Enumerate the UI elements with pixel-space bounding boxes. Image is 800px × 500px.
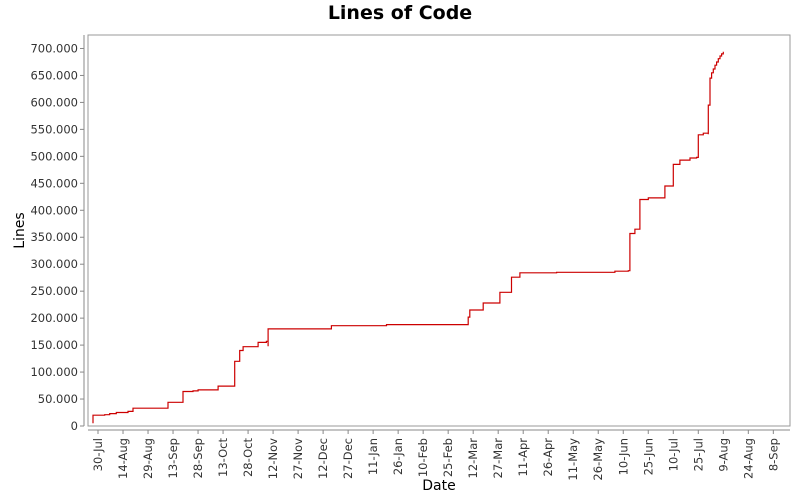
y-tick-label: 300.000 [30, 257, 78, 271]
x-tick-label: 11-Apr [516, 438, 530, 477]
x-axis: 30-Jul 14-Aug 29-Aug 13-Sep 28-Sep 13-Oct 28-O… [88, 429, 790, 481]
x-tick-label: 29-Aug [141, 438, 155, 479]
x-tick-label: 25-Feb [441, 438, 455, 477]
y-tick-label: 100.000 [30, 365, 78, 379]
y-axis: 0 50.000 100.000 150.000 200.000 250.000 300.0… [30, 35, 85, 433]
y-tick-label: 700.000 [30, 41, 78, 55]
x-tick-label: 13-Oct [216, 438, 230, 477]
x-tick-label: 14-Aug [116, 438, 130, 479]
y-tick-label: 250.000 [30, 284, 78, 298]
y-tick-label: 50.000 [38, 392, 78, 406]
x-tick-label: 26-Apr [541, 438, 555, 477]
y-tick-label: 0 [71, 419, 78, 433]
x-tick-label: 30-Jul [91, 438, 105, 471]
x-tick-label: 11-May [566, 438, 580, 481]
x-tick-label: 27-Nov [291, 438, 305, 479]
y-tick-label: 650.000 [30, 68, 78, 82]
x-tick-label: 24-Aug [741, 438, 755, 479]
y-tick-label: 150.000 [30, 338, 78, 352]
x-tick-label: 26-Jan [391, 438, 405, 475]
x-tick-label: 28-Oct [241, 438, 255, 477]
x-tick-label: 12-Nov [266, 438, 280, 479]
x-tick-label: 25-Jul [691, 438, 705, 471]
y-axis-label: Lines [12, 212, 28, 248]
x-tick-label: 10-Jun [616, 438, 630, 475]
plot-area [87, 34, 791, 427]
y-tick-label: 550.000 [30, 122, 78, 136]
x-tick-label: 9-Aug [716, 438, 730, 472]
x-tick-label: 27-Mar [491, 438, 505, 479]
x-tick-label: 10-Jul [666, 438, 680, 471]
x-tick-label: 25-Jun [641, 438, 655, 475]
x-tick-label: 28-Sep [191, 438, 205, 478]
series-line [92, 51, 724, 424]
x-tick-label: 10-Feb [416, 438, 430, 477]
x-tick-label: 12-Mar [466, 438, 480, 479]
x-tick-label: 27-Dec [341, 438, 355, 479]
x-tick-label: 26-May [591, 438, 605, 481]
y-tick-label: 350.000 [30, 230, 78, 244]
chart-title: Lines of Code [327, 2, 473, 24]
y-tick-label: 200.000 [30, 311, 78, 325]
x-tick-label: 13-Sep [166, 438, 180, 478]
x-axis-label: Date [422, 478, 455, 494]
y-tick-label: 600.000 [30, 95, 78, 109]
y-tick-label: 450.000 [30, 176, 78, 190]
series-layer [92, 51, 724, 424]
x-tick-label: 8-Sep [766, 438, 780, 471]
y-tick-label: 500.000 [30, 149, 78, 163]
y-tick-label: 400.000 [30, 203, 78, 217]
x-tick-label: 12-Dec [316, 438, 330, 479]
x-tick-label: 11-Jan [366, 438, 380, 475]
